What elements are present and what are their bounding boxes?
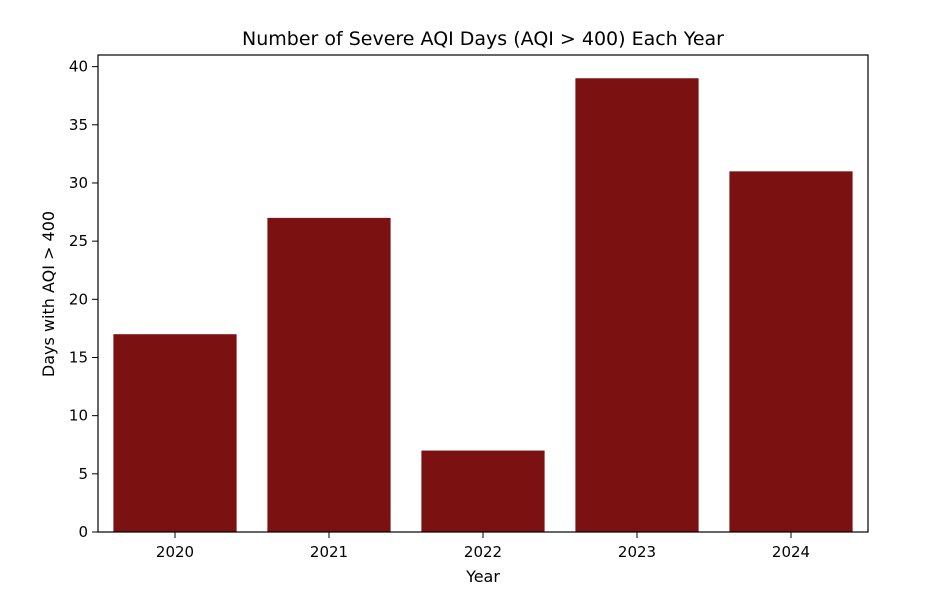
y-tick-label: 35 — [69, 116, 88, 134]
chart-title: Number of Severe AQI Days (AQI > 400) Ea… — [242, 28, 724, 50]
x-tick-label: 2020 — [156, 543, 194, 561]
y-tick-label: 40 — [69, 58, 88, 76]
y-tick-label: 5 — [78, 465, 88, 483]
x-tick-label: 2022 — [464, 543, 502, 561]
y-tick-label: 15 — [69, 348, 88, 366]
y-tick-label: 25 — [69, 232, 88, 250]
y-tick-label: 10 — [69, 407, 88, 425]
y-tick-label: 0 — [78, 523, 88, 541]
y-axis-ticks: 0 5 10 15 20 25 30 35 40 — [69, 58, 98, 541]
y-tick-label: 20 — [69, 290, 88, 308]
bar-2021 — [267, 217, 391, 532]
bar-2023 — [575, 78, 699, 532]
bars-group — [113, 78, 853, 532]
x-tick-label: 2023 — [618, 543, 656, 561]
y-tick-label: 30 — [69, 174, 88, 192]
bar-2020 — [113, 334, 237, 532]
bar-2022 — [421, 450, 545, 532]
plot-frame — [97, 54, 869, 533]
x-axis-label: Year — [465, 567, 500, 586]
y-axis-label: Days with AQI > 400 — [39, 211, 58, 377]
bar-2024 — [729, 171, 853, 532]
x-tick-label: 2024 — [772, 543, 810, 561]
x-tick-label: 2021 — [310, 543, 348, 561]
x-axis-ticks: 2020 2021 2022 2023 2024 — [156, 532, 810, 561]
